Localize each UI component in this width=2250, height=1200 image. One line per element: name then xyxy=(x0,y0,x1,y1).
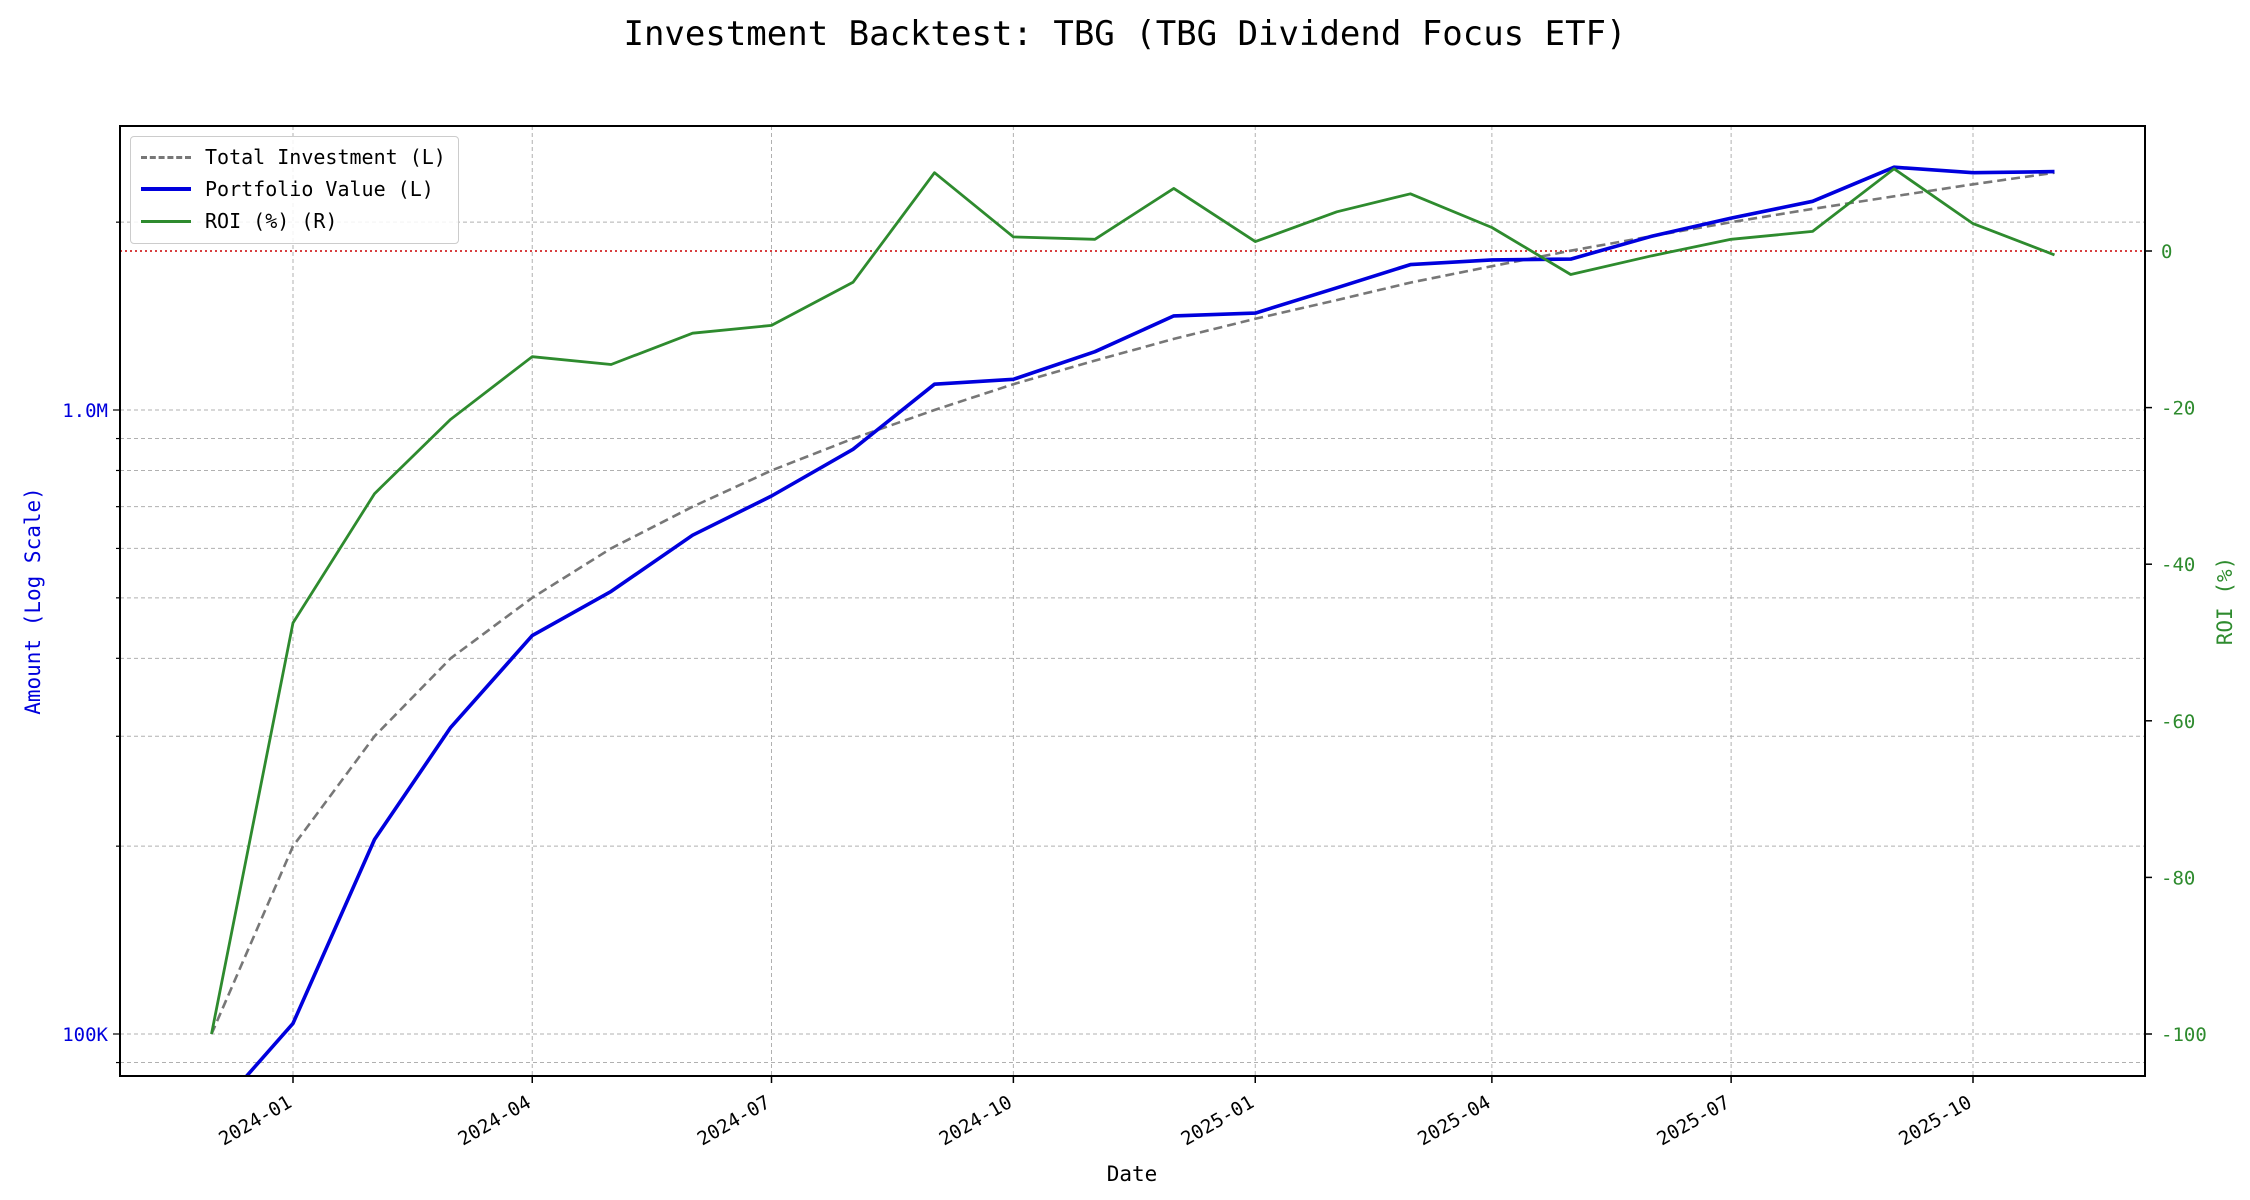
grid-layer xyxy=(120,126,2145,1076)
right-y-tick-label: -100 xyxy=(2161,1024,2207,1046)
total-investment-line xyxy=(210,171,2055,1035)
plot-frame xyxy=(119,125,2146,1077)
portfolio-value-line xyxy=(244,165,2055,1076)
series-layer xyxy=(210,165,2056,1076)
legend-label-portfolio-value: Portfolio Value (L) xyxy=(205,177,434,201)
x-tick-label: 2024-07 xyxy=(694,1091,774,1150)
right-y-tick-label: -60 xyxy=(2161,711,2195,733)
legend-swatch-total-investment xyxy=(141,155,191,159)
left-y-tick-label: 100K xyxy=(62,1024,108,1046)
x-tick-label: 2025-04 xyxy=(1414,1091,1494,1150)
right-y-tick-label: -40 xyxy=(2161,554,2195,576)
x-tick-label: 2024-01 xyxy=(215,1091,295,1150)
right-y-tick-label: -20 xyxy=(2161,398,2195,420)
right-y-tick-label: 0 xyxy=(2161,241,2172,263)
x-tick-label: 2025-01 xyxy=(1177,1091,1257,1150)
legend-swatch-roi xyxy=(141,219,191,223)
legend-item-total-investment: Total Investment (L) xyxy=(141,141,446,173)
x-tick-label: 2024-04 xyxy=(454,1091,534,1150)
legend: Total Investment (L) Portfolio Value (L)… xyxy=(130,136,459,244)
legend-label-total-investment: Total Investment (L) xyxy=(205,145,446,169)
legend-item-roi: ROI (%) (R) xyxy=(141,205,446,237)
x-axis-label: Date xyxy=(1107,1162,1158,1186)
chart-title: Investment Backtest: TBG (TBG Dividend F… xyxy=(623,14,1627,54)
legend-swatch-portfolio-value xyxy=(141,187,191,191)
axis-layer: 2024-01 2024-04 2024-07 2024-10 2025-01 2025-… xyxy=(62,221,2207,1150)
roi-line xyxy=(210,167,2056,1035)
left-y-axis-label: Amount (Log Scale) xyxy=(21,487,45,715)
x-tick-label: 2024-10 xyxy=(936,1091,1016,1150)
left-y-tick-label: 1.0M xyxy=(62,400,108,422)
legend-label-roi: ROI (%) (R) xyxy=(205,209,338,233)
x-tick-label: 2025-07 xyxy=(1653,1091,1733,1150)
x-tick-label: 2025-10 xyxy=(1895,1091,1975,1150)
legend-item-portfolio-value: Portfolio Value (L) xyxy=(141,173,446,205)
right-y-axis-label: ROI (%) xyxy=(2213,557,2237,646)
right-y-tick-label: -80 xyxy=(2161,867,2195,889)
